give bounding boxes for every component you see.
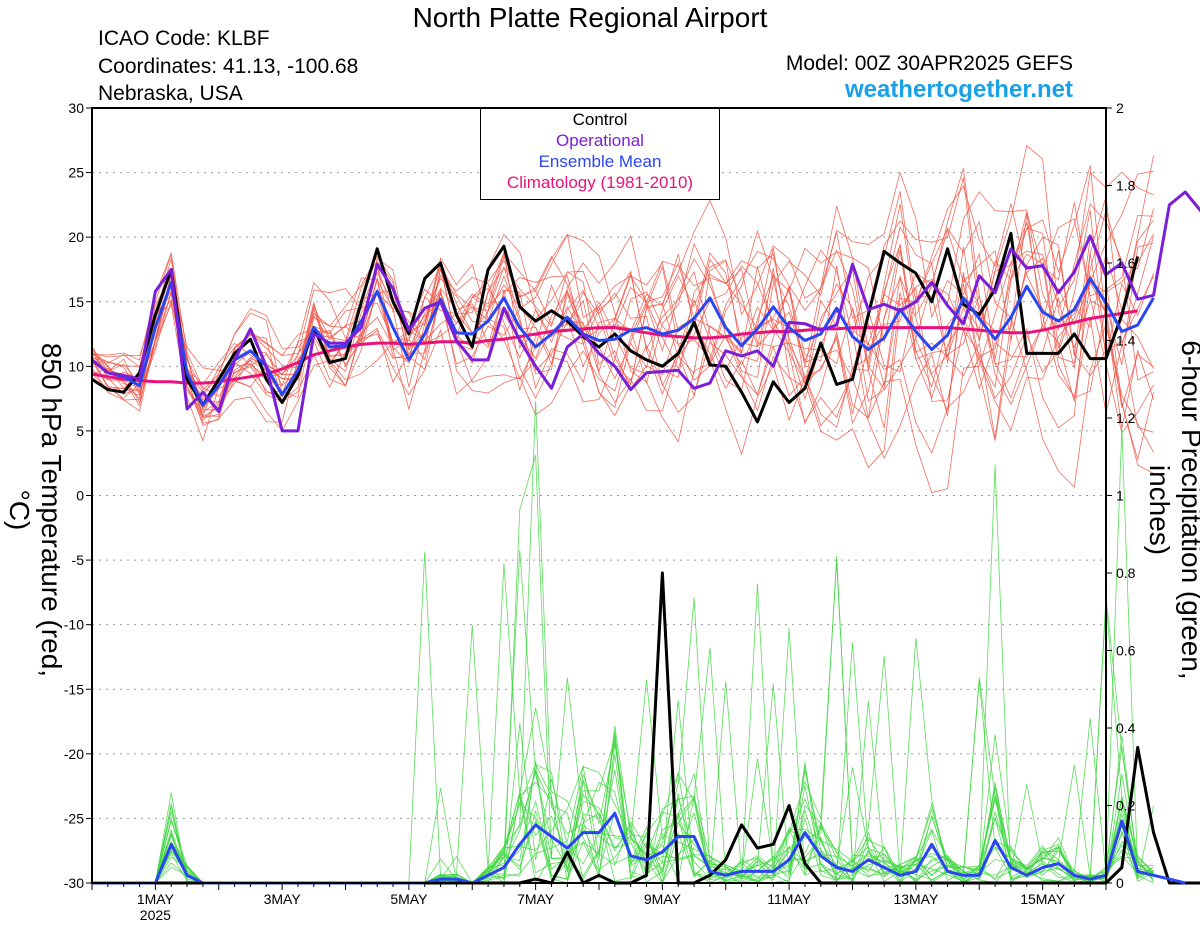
y2-tick-label: 0 xyxy=(1116,875,1124,891)
y-tick-label: 15 xyxy=(68,294,84,310)
y-tick-label: -20 xyxy=(64,746,84,762)
legend-operational: Operational xyxy=(556,131,644,150)
control-temp-line xyxy=(91,231,1140,424)
y2-tick-label: 0.4 xyxy=(1116,720,1136,736)
legend-climatology: Climatology (1981-2010) xyxy=(506,173,694,192)
y2-tick-label: 1.2 xyxy=(1116,410,1136,426)
y2-tick-label: 1.4 xyxy=(1116,333,1136,349)
x-tick-label: 5MAY xyxy=(390,891,428,907)
x-tick-label: 7MAY xyxy=(517,891,555,907)
coordinates: Coordinates: 41.13, -100.68 xyxy=(98,55,359,78)
member-temp-line xyxy=(91,199,1154,442)
x-tick-label: 1MAY xyxy=(137,891,175,907)
x-tick-label: 13MAY xyxy=(893,891,939,907)
y-tick-label: -30 xyxy=(64,875,84,891)
y-axis-label-left: 850 hPa Temperature (red, °C) xyxy=(4,342,67,678)
member-temp-line xyxy=(91,170,1154,418)
y-tick-label: -10 xyxy=(64,617,84,633)
member-temp-line xyxy=(91,220,1154,489)
x-tick-sublabel: 2025 xyxy=(140,907,171,923)
y2-tick-label: 1.6 xyxy=(1116,255,1136,271)
member-temp-line xyxy=(91,185,1154,419)
x-tick-label: 15MAY xyxy=(1020,891,1066,907)
y-tick-label: 5 xyxy=(76,423,84,439)
chart-title: North Platte Regional Airport xyxy=(412,2,768,33)
axes: 302520151050-5-10-15-20-25-3021.81.61.41… xyxy=(64,100,1136,923)
member-precip-line xyxy=(92,454,1154,884)
y-tick-label: 0 xyxy=(76,488,84,504)
x-tick-label: 11MAY xyxy=(767,891,811,907)
y2-tick-label: 1.8 xyxy=(1116,178,1136,194)
legend: Control Operational Ensemble Mean Climat… xyxy=(480,108,720,200)
climatology-temp-line xyxy=(91,309,1138,385)
site-link[interactable]: weathertogether.net xyxy=(844,76,1073,103)
member-temp-line xyxy=(91,165,1154,453)
member-temp-line xyxy=(91,177,1154,429)
member-precip-line xyxy=(92,647,1154,884)
y2-tick-label: 2 xyxy=(1116,100,1124,116)
y-tick-label: -25 xyxy=(64,810,84,826)
y-tick-label: -15 xyxy=(64,681,84,697)
y2-tick-label: 0.2 xyxy=(1116,798,1136,814)
y-tick-label: 20 xyxy=(68,229,84,245)
y-tick-label: 30 xyxy=(68,100,84,116)
member-temp-line xyxy=(91,206,1154,424)
y2-tick-label: 1 xyxy=(1116,488,1124,504)
member-precip-line xyxy=(92,734,1154,884)
icao-code: ICAO Code: KLBF xyxy=(98,27,270,50)
model-run: Model: 00Z 30APR2025 GEFS xyxy=(785,52,1073,75)
y-tick-label: 25 xyxy=(68,165,84,181)
member-temp-line xyxy=(91,195,1154,429)
member-temp-line xyxy=(91,202,1154,459)
legend-control: Control xyxy=(572,110,628,129)
member-temp-line xyxy=(91,253,1154,412)
operational-temp-line xyxy=(91,190,1200,433)
y-tick-label: 10 xyxy=(68,358,84,374)
y-axis-label-right: 6-hour Precipitation (green, inches) xyxy=(1144,340,1200,680)
member-temp-line xyxy=(91,208,1154,439)
y2-tick-label: 0.8 xyxy=(1116,565,1136,581)
x-tick-label: 9MAY xyxy=(644,891,682,907)
y-tick-label: -5 xyxy=(72,552,85,568)
legend-mean: Ensemble Mean xyxy=(538,152,662,171)
control-precip-line xyxy=(92,571,1200,885)
x-tick-label: 3MAY xyxy=(264,891,302,907)
y2-tick-label: 0.6 xyxy=(1116,643,1136,659)
region: Nebraska, USA xyxy=(98,82,243,105)
ensemble-members xyxy=(91,144,1154,885)
